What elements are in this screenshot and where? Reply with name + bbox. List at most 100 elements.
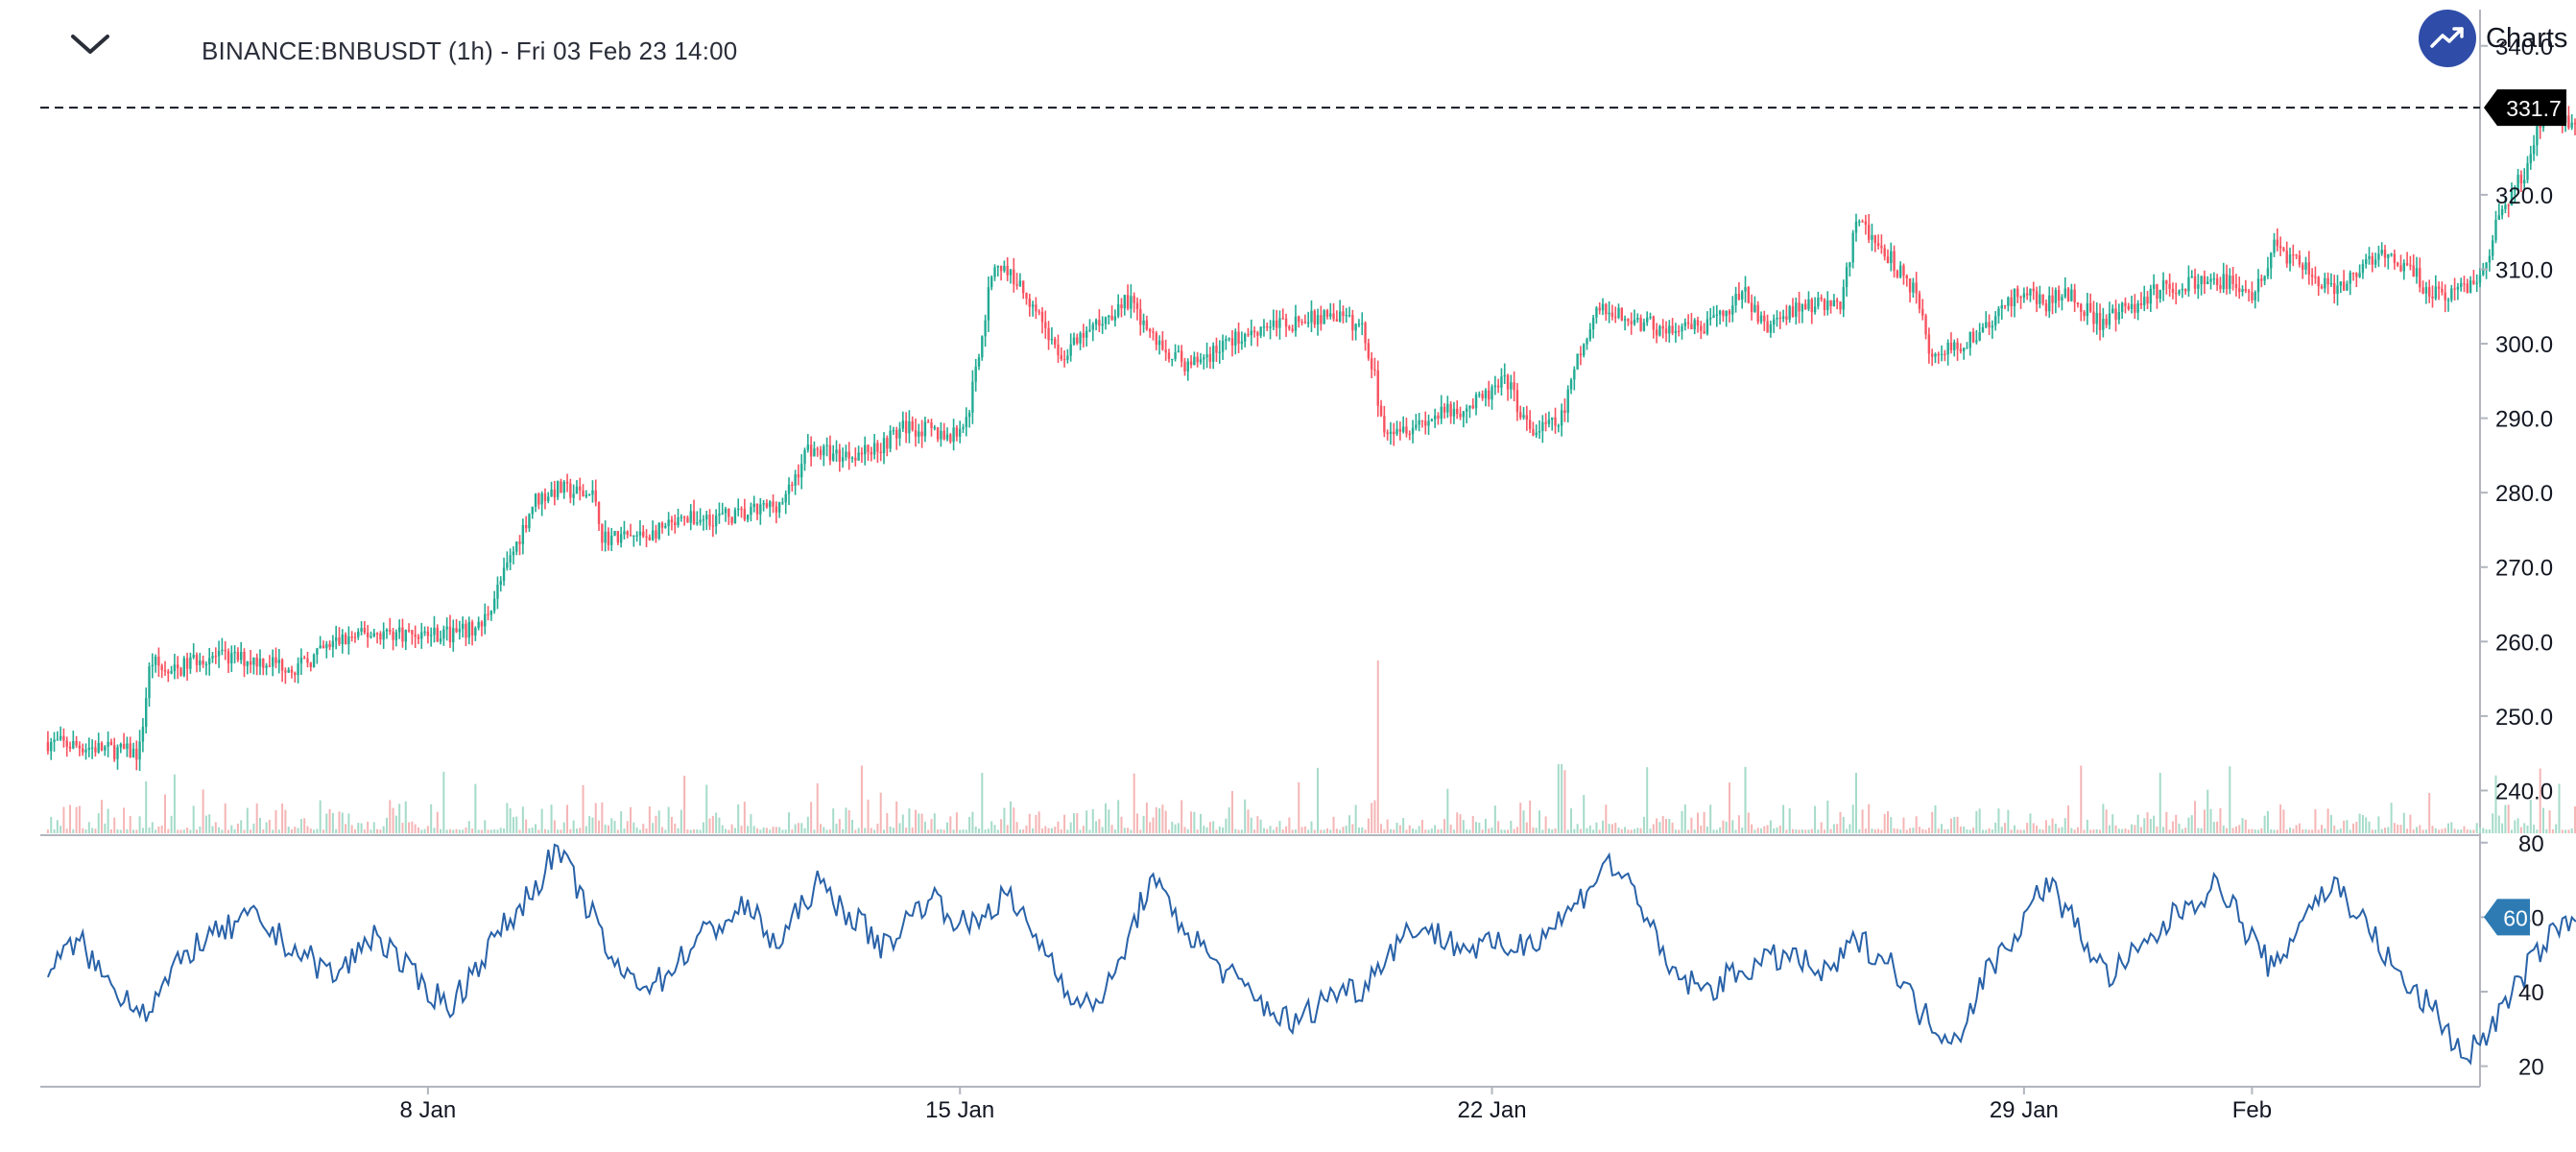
volume-bar xyxy=(1871,828,1873,833)
volume-bar xyxy=(1285,826,1288,833)
volume-bar xyxy=(708,818,711,833)
collapse-chevron-icon[interactable] xyxy=(63,25,117,67)
volume-bar xyxy=(1158,807,1161,833)
candle-body xyxy=(524,524,528,529)
candle-body xyxy=(2491,240,2494,256)
volume-bar xyxy=(584,826,587,833)
volume-bar xyxy=(2127,829,2130,833)
volume-bar xyxy=(657,810,660,833)
candle-body xyxy=(1211,346,1215,362)
volume-bar xyxy=(949,816,952,833)
volume-bar xyxy=(1193,811,1196,833)
volume-bar xyxy=(1205,827,1208,833)
brand-logo[interactable]: Charts p xyxy=(2419,8,2576,69)
volume-bar xyxy=(2108,825,2111,833)
volume-bar xyxy=(1588,826,1591,833)
volume-bar xyxy=(1402,818,1405,833)
volume-bar xyxy=(2178,823,2181,833)
volume-bar xyxy=(1203,826,1205,833)
volume-bar xyxy=(1491,828,1493,833)
volume-bar xyxy=(1335,828,1338,833)
candle-body xyxy=(1810,299,1813,313)
candle-body xyxy=(1759,315,1763,323)
candle-body xyxy=(265,665,268,668)
volume-bar xyxy=(616,829,619,833)
candle-body xyxy=(2086,302,2089,317)
candle-body xyxy=(1040,311,1044,323)
volume-bar xyxy=(1376,660,1379,833)
candle-body xyxy=(2139,302,2143,305)
candle-body xyxy=(1893,251,1896,272)
candle-body xyxy=(177,664,179,669)
volume-bar xyxy=(2536,829,2539,833)
volume-bar xyxy=(1348,815,1351,833)
volume-bar xyxy=(1722,820,1725,833)
candle-body xyxy=(2380,250,2383,254)
candle-body xyxy=(1342,311,1345,317)
volume-bar xyxy=(2200,828,2203,833)
candle-body xyxy=(1452,408,1456,417)
candle-body xyxy=(1038,311,1040,313)
candle-body xyxy=(1934,353,1937,357)
candle-body xyxy=(1803,303,1807,310)
candle-body xyxy=(1921,308,1924,316)
volume-bar xyxy=(1171,822,1174,833)
candle-body xyxy=(116,747,119,759)
candle-body xyxy=(1145,320,1149,329)
volume-bar xyxy=(1408,825,1411,833)
volume-bar xyxy=(1418,826,1420,833)
volume-bar xyxy=(1652,824,1655,833)
candle-body xyxy=(664,525,667,528)
candle-body xyxy=(2450,288,2453,300)
candle-body xyxy=(236,652,240,660)
candle-body xyxy=(2478,275,2482,283)
volume-bar xyxy=(1117,800,1120,833)
candle-body xyxy=(2453,288,2456,290)
candle-body xyxy=(436,627,439,642)
candle-body xyxy=(642,531,645,537)
volume-bar xyxy=(1047,828,1050,833)
candle-body xyxy=(1506,374,1510,390)
candle-body xyxy=(556,481,560,497)
volume-bar xyxy=(655,815,657,833)
candle-body xyxy=(601,523,604,543)
candle-body xyxy=(1275,320,1278,328)
volume-bar xyxy=(2270,828,2273,833)
volume-bar xyxy=(1222,827,1225,833)
volume-bar xyxy=(328,808,331,833)
volume-bar xyxy=(1003,807,1006,833)
volume-bar xyxy=(733,828,736,833)
candle-body xyxy=(800,464,803,478)
candle-body xyxy=(2472,280,2475,284)
candle-body xyxy=(1496,385,1500,388)
candle-body xyxy=(334,636,338,641)
candle-body xyxy=(46,742,50,752)
volume-bar xyxy=(87,822,90,833)
candle-body xyxy=(765,503,769,508)
candle-body xyxy=(1610,312,1614,317)
volume-bar xyxy=(993,825,996,833)
volume-bar xyxy=(1851,804,1854,833)
candle-body xyxy=(224,649,227,652)
candle-body xyxy=(727,508,730,517)
candle-body xyxy=(2536,126,2539,146)
candle-body xyxy=(528,514,531,529)
candle-body xyxy=(1230,338,1234,346)
volume-bar xyxy=(1924,829,1927,833)
volume-bar xyxy=(2447,823,2450,833)
candle-body xyxy=(949,434,952,443)
volume-bar xyxy=(1747,812,1750,833)
volume-bar xyxy=(2488,828,2491,833)
volume-bar xyxy=(674,823,677,833)
volume-bar xyxy=(1854,773,1857,833)
candle-body xyxy=(835,449,838,454)
candle-body xyxy=(179,668,182,676)
candle-body xyxy=(274,657,277,663)
volume-bar xyxy=(69,804,72,833)
volume-bar xyxy=(265,822,268,833)
candle-body xyxy=(1465,408,1468,412)
candle-body xyxy=(2066,288,2070,301)
volume-bar xyxy=(1880,829,1883,833)
candle-body xyxy=(217,650,221,657)
